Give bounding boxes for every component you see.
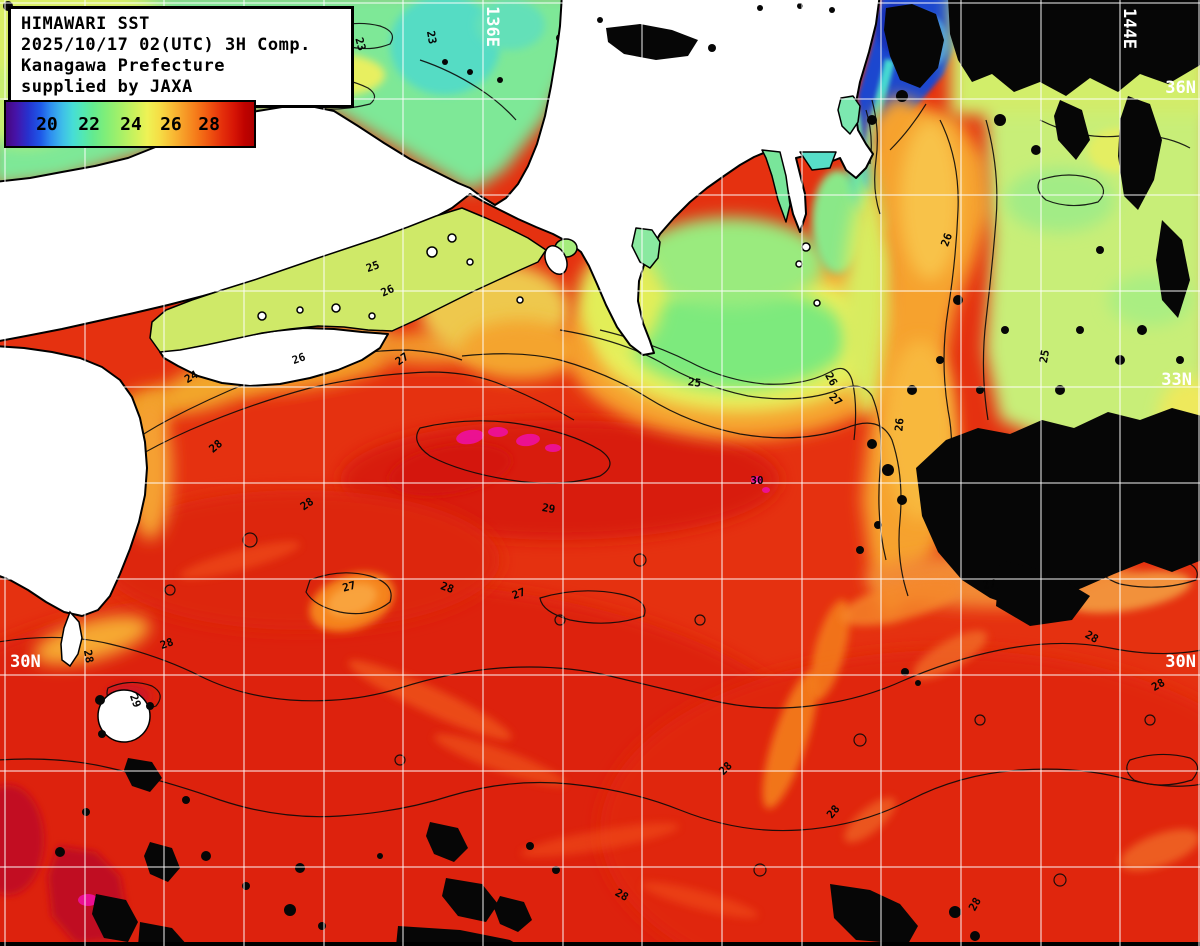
svg-text:36N: 36N [1165,78,1196,98]
awaji-island [544,245,568,275]
svg-text:26: 26 [290,350,307,367]
svg-text:27: 27 [341,579,357,595]
source-line: supplied by JAXA [21,77,193,97]
colorbar-tick: 26 [160,114,182,135]
svg-text:27: 27 [393,350,411,368]
svg-text:29: 29 [127,692,144,709]
colorbar-tick: 24 [120,114,142,135]
svg-text:29: 29 [541,501,556,516]
cloud-mask [3,0,1200,946]
colorbar-tick: 22 [78,114,100,135]
tanegashima-island [60,610,83,668]
svg-text:25: 25 [687,375,702,390]
region-line: Kanagawa Prefecture [21,56,225,76]
datetime-line: 2025/10/17 02(UTC) 3H Comp. [21,35,311,55]
yakushima-island [97,689,151,743]
svg-text:28: 28 [298,495,316,513]
svg-text:30N: 30N [10,652,41,672]
svg-text:30: 30 [750,474,763,487]
lat-lon-labels: 136E 144E 36N 33N 30N 30N [10,6,1196,672]
svg-text:27: 27 [510,585,527,602]
svg-text:28: 28 [966,895,984,913]
svg-text:26: 26 [379,282,397,300]
svg-text:33N: 33N [1161,370,1192,390]
title-box: HIMAWARI SST 2025/10/17 02(UTC) 3H Comp.… [8,6,354,108]
svg-text:28: 28 [81,649,96,664]
svg-text:25: 25 [364,258,381,275]
svg-text:26: 26 [822,370,840,388]
svg-text:23: 23 [424,30,439,45]
svg-text:144E: 144E [1119,8,1139,49]
svg-text:28: 28 [1149,676,1167,694]
land-japan [0,0,881,617]
bottom-edge-bar [0,942,1200,946]
svg-text:27: 27 [982,577,997,592]
svg-text:23: 23 [352,36,368,52]
inland-waters [149,95,861,353]
svg-text:136E: 136E [482,6,502,47]
svg-text:26: 26 [938,231,955,248]
svg-text:28: 28 [158,635,175,652]
svg-text:24: 24 [182,368,200,386]
colorbar-tick: 28 [198,114,220,135]
svg-text:28: 28 [613,886,631,904]
sst-colorbar: 20 22 24 26 28 [4,100,256,148]
seto-inland-sea [149,207,547,353]
colorbar-tick: 20 [36,114,58,135]
svg-text:30N: 30N [1165,652,1196,672]
coastal-clouds [95,3,835,738]
svg-text:28: 28 [1083,628,1101,646]
sagami-bay [799,151,837,171]
suruga-bay [761,149,791,223]
tokyo-bay [837,95,861,135]
svg-text:26: 26 [892,417,906,432]
svg-text:25: 25 [1037,349,1052,364]
svg-text:28: 28 [439,579,456,596]
land-kyushu [0,345,148,617]
ise-bay [631,227,661,269]
hottest-magenta-specks [78,427,770,906]
product-title: HIMAWARI SST [21,14,150,34]
contour-value-labels: 2323242425262526272726282829282829272727… [81,30,1167,913]
